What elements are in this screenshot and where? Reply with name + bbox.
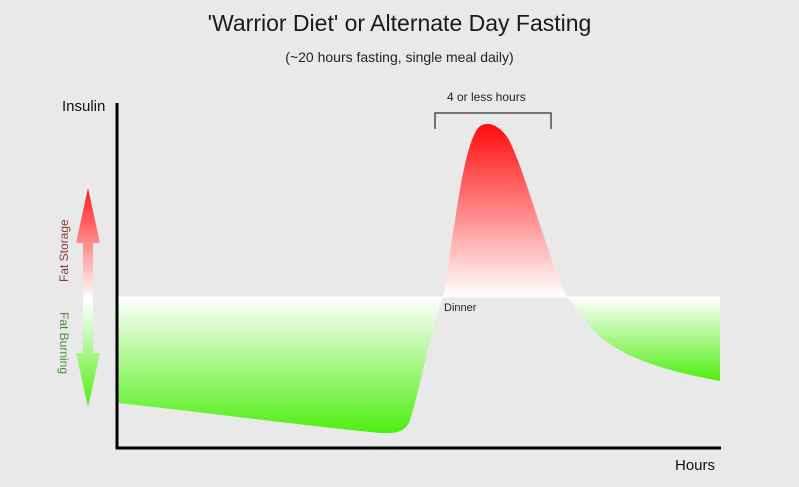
insulin-spike-area [443,123,567,297]
fat-storage-arrow [76,188,100,300]
fat-burning-label: Fat Burning [57,312,71,375]
dinner-label: Dinner [444,302,477,314]
eating-window-bracket [434,112,552,129]
x-axis-label: Hours [675,457,716,474]
y-axis-label: Insulin [62,98,106,115]
fat-burning-arrow [76,300,100,407]
eating-window-label: 4 or less hours [447,90,526,104]
chart-subtitle: (~20 hours fasting, single meal daily) [285,49,514,65]
fat-burning-area-fasting [118,297,443,434]
fat-burning-area-after-meal [567,297,720,381]
chart-title: 'Warrior Diet' or Alternate Day Fasting [207,10,592,36]
fat-storage-label: Fat Storage [57,219,71,282]
